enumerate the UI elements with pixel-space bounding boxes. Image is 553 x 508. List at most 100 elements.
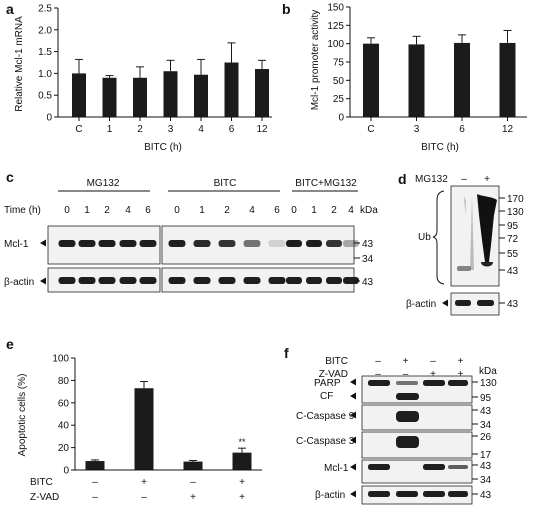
blot-c-time: 0 — [291, 205, 297, 216]
b-xtick-label: 3 — [414, 124, 420, 135]
blot-c-marker-43b: 43 — [362, 277, 374, 288]
b-ytick-label: 125 — [327, 21, 344, 32]
blot-f-treatment-sign: – — [375, 356, 381, 367]
a-bar — [163, 71, 178, 117]
blot-c-kda: kDa — [360, 205, 378, 216]
blot-c-group-bitc: BITC — [214, 178, 237, 189]
e-bar — [183, 461, 203, 470]
a-ytick-label: 0.5 — [38, 91, 52, 102]
blot-c-time: 1 — [311, 205, 317, 216]
blot-d-sign-2: + — [484, 174, 490, 185]
b-xtick-label: 12 — [502, 124, 514, 135]
chart-b-xticks: C 3 6 12 — [367, 117, 513, 135]
a-ytick-label: 1.0 — [38, 69, 52, 80]
b-ytick-label: 150 — [327, 3, 344, 14]
blot-f: BITC – + – + Z-VAD – – + + kDa PARP CF 130 95 C-C… — [296, 356, 497, 505]
e-ytick-label: 20 — [58, 443, 70, 454]
blot-f-marker-26: 26 — [480, 432, 492, 443]
a-xtick-label: C — [75, 124, 82, 135]
b-ytick-label: 75 — [333, 58, 345, 69]
blot-f-kda: kDa — [479, 366, 497, 377]
chart-b-bars — [363, 29, 516, 117]
blot-d-marker-43b: 43 — [507, 299, 519, 310]
e-bar — [134, 388, 154, 470]
blot-f-marker-130: 130 — [480, 378, 497, 389]
blot-c-time: 0 — [174, 205, 180, 216]
blot-f-row-casp9: C-Caspase 9 — [296, 411, 355, 422]
a-xtick-label: 2 — [137, 124, 143, 135]
e-ytick-label: 80 — [58, 376, 70, 387]
blot-f-marker-34b: 34 — [480, 475, 492, 486]
blot-c-time: 0 — [64, 205, 70, 216]
blot-f-treatment-label: Z-VAD — [319, 369, 348, 380]
chart-e-treatment-sign: + — [239, 492, 245, 503]
chart-e-treatment-sign: + — [190, 492, 196, 503]
a-bar — [72, 73, 86, 117]
blot-f-treatment-sign: + — [458, 356, 464, 367]
chart-b-xlabel: BITC (h) — [421, 142, 459, 153]
blot-c-mcl1-bands — [58, 240, 359, 247]
chart-e-treatment-sign: + — [239, 477, 245, 488]
a-xtick-label: 1 — [107, 124, 113, 135]
a-bar — [255, 69, 269, 117]
chart-a-xlabel: BITC (h) — [144, 142, 182, 153]
panel-label-f: f — [284, 345, 289, 361]
chart-a-bars — [72, 42, 269, 117]
chart-e-treatments: BITC – + – + Z-VAD – – + + — [30, 477, 245, 503]
blot-d-sign-1: – — [461, 174, 467, 185]
blot-f-marker-43b: 43 — [480, 461, 492, 472]
e-ytick-label: 40 — [58, 421, 70, 432]
blot-d-row-ub: Ub — [418, 232, 431, 243]
chart-e-treatment-label: BITC — [30, 477, 53, 488]
blot-d-marker-72: 72 — [507, 234, 519, 245]
blot-d-marker-170: 170 — [507, 194, 524, 205]
b-bar — [454, 42, 470, 117]
e-bar — [85, 461, 105, 470]
blot-d: MG132 – + Ub 170 130 95 72 55 43 β-actin… — [406, 174, 524, 316]
b-ytick-label: 0 — [338, 113, 344, 124]
b-ytick-label: 25 — [333, 94, 345, 105]
blot-c-time: 4 — [125, 205, 131, 216]
blot-c-row-mcl1: Mcl-1 — [4, 239, 29, 250]
blot-f-treatment-sign: – — [430, 356, 436, 367]
blot-c-row-actin: β-actin — [4, 277, 34, 288]
b-bar — [408, 44, 425, 117]
panel-label-e: e — [6, 336, 14, 352]
blot-f-row-cf: CF — [320, 391, 333, 402]
blot-c-time: 6 — [274, 205, 280, 216]
blot-c-time: 2 — [104, 205, 110, 216]
blot-f-marker-17: 17 — [480, 450, 492, 461]
b-bar — [499, 42, 516, 117]
blot-f-marker-34: 34 — [480, 420, 492, 431]
blot-c-time: 2 — [224, 205, 230, 216]
b-xtick-label: 6 — [459, 124, 465, 135]
blot-f-treatments: BITC – + – + Z-VAD – – + + — [319, 356, 464, 380]
chart-a-xticks: C 1 2 3 4 6 12 — [75, 117, 268, 135]
blot-f-treatment-sign: + — [403, 356, 409, 367]
blot-f-marker-95: 95 — [480, 393, 492, 404]
chart-e-treatment-sign: – — [92, 477, 98, 488]
a-bar — [194, 74, 208, 117]
blot-f-row-mcl1: Mcl-1 — [324, 463, 349, 474]
blot-c-actin-bands — [58, 277, 359, 284]
blot-d-marker-95: 95 — [507, 221, 519, 232]
blot-c-time: 1 — [199, 205, 205, 216]
chart-b-ylabel: Mcl-1 promoter activity — [310, 10, 321, 111]
a-ytick-label: 2.5 — [38, 4, 52, 15]
e-ytick-label: 0 — [63, 466, 69, 477]
blot-d-treatment: MG132 — [415, 174, 448, 185]
chart-e-treatment-label: Z-VAD — [30, 492, 59, 503]
a-bar — [133, 77, 147, 117]
e-bar — [232, 452, 252, 470]
blot-c-marker-34: 34 — [362, 254, 374, 265]
a-ytick-label: 0 — [46, 113, 52, 124]
a-xtick-label: 4 — [198, 124, 204, 135]
panel-label-b: b — [282, 1, 291, 17]
blot-c-group-bitc-mg132: BITC+MG132 — [295, 178, 357, 189]
b-ytick-label: 100 — [327, 39, 344, 50]
chart-e-ylabel: Apoptotic cells (%) — [17, 374, 28, 457]
a-xtick-label: 6 — [229, 124, 235, 135]
b-ytick-label: 50 — [333, 76, 345, 87]
